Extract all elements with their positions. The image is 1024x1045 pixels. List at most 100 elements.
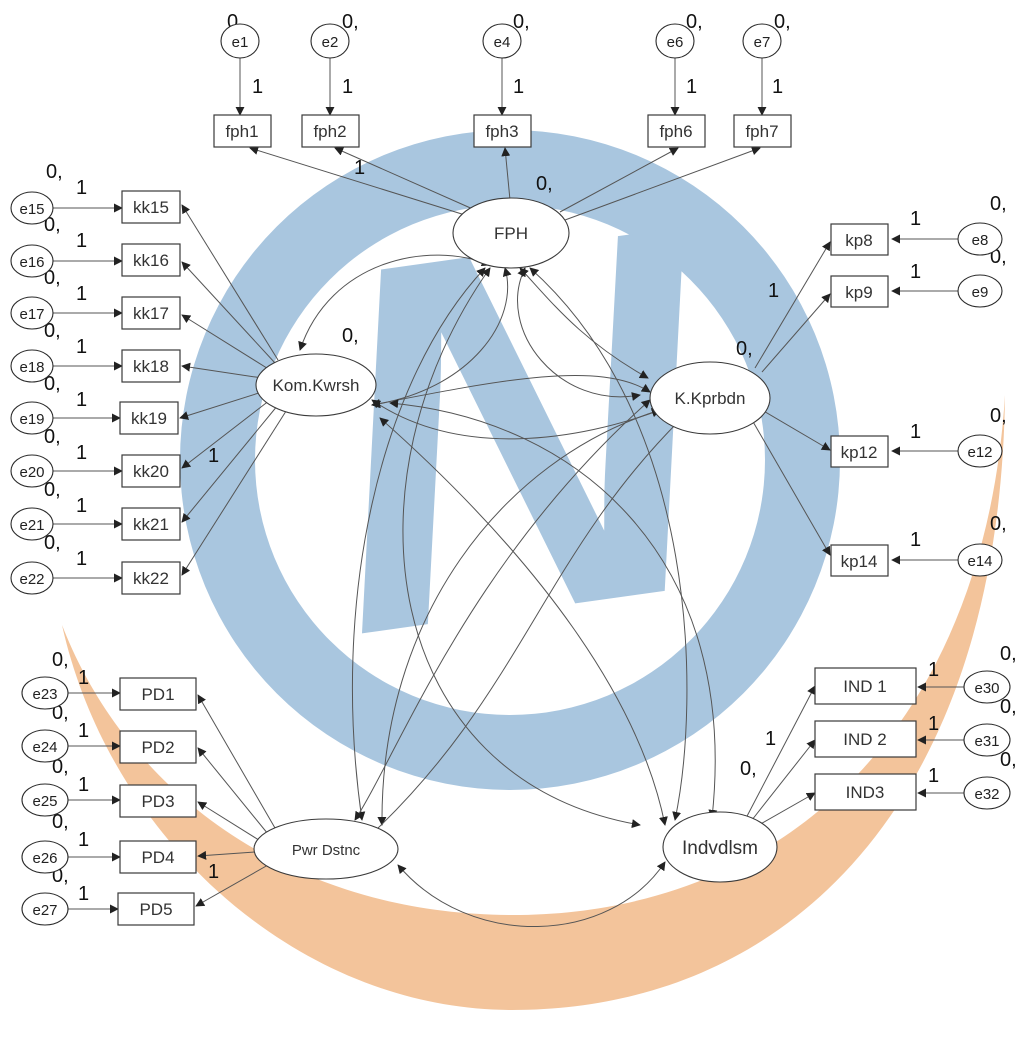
- variable-ellipse: [10, 561, 54, 595]
- diagram-label: IND3: [846, 783, 885, 802]
- diagram-label: kp14: [841, 552, 878, 571]
- observed-kk: kk15 kk16 kk17 kk18 kk19 kk20 kk21 kk22: [119, 190, 181, 595]
- diagram-label: 1: [765, 728, 776, 750]
- diagram-label: 0,: [52, 756, 69, 778]
- observed-box: [119, 840, 197, 874]
- diagram-label: e31: [974, 733, 999, 750]
- diagram-label: 1: [910, 261, 921, 283]
- diagram-label: IND 1: [843, 677, 886, 696]
- diagram-label: e7: [754, 34, 771, 51]
- variable-ellipse: [957, 222, 1003, 256]
- diagram-label: 1: [928, 713, 939, 735]
- path-arrow: [195, 864, 269, 907]
- variable-ellipse: [10, 191, 54, 225]
- variable-ellipse: [255, 353, 377, 417]
- diagram-label: 0,: [513, 11, 530, 33]
- observed-box: [121, 454, 181, 488]
- diagram-label: e26: [32, 850, 57, 867]
- diagram-label: e19: [19, 411, 44, 428]
- diagram-label: 0,: [990, 405, 1007, 427]
- path-arrow: [197, 801, 263, 843]
- latent-kom-label: Kom.Kwrsh: [273, 376, 360, 395]
- variable-ellipse: [10, 349, 54, 383]
- path-arrow: [249, 146, 466, 216]
- diagram-label: 0,: [740, 758, 757, 780]
- observed-box: [733, 114, 792, 148]
- latent-pwr-dstnc: Pwr Dstnc: [253, 818, 399, 880]
- path-arrow: [197, 747, 269, 835]
- variable-ellipse: [649, 361, 771, 435]
- diagram-label: PD3: [141, 792, 174, 811]
- path-arrow: [197, 694, 276, 829]
- observed-ind: IND 1 IND 2 IND3: [814, 667, 917, 811]
- variable-ellipse: [10, 454, 54, 488]
- diagram-label: 0,: [686, 11, 703, 33]
- diagram-label: 0,: [1000, 749, 1017, 771]
- diagram-label: 1: [78, 774, 89, 796]
- variable-ellipse: [662, 811, 778, 883]
- covariance-arrow: [397, 861, 666, 927]
- diagram-label: PD1: [141, 685, 174, 704]
- path-arrow: [334, 147, 476, 211]
- observed-box: [830, 435, 889, 468]
- diagram-label: 1: [78, 883, 89, 905]
- observed-box: [830, 223, 889, 256]
- diagram-label: 1: [342, 76, 353, 98]
- latent-ind-label: Indvdlsm: [682, 838, 758, 859]
- diagram-label: 0,: [342, 325, 359, 347]
- diagram-label: 0,: [52, 811, 69, 833]
- observed-box: [121, 561, 181, 595]
- diagram-label: fph2: [313, 122, 346, 141]
- variable-ellipse: [21, 783, 69, 817]
- connections: [52, 56, 964, 927]
- diagram-label: e16: [19, 254, 44, 271]
- diagram-label: kk22: [133, 569, 169, 588]
- variable-ellipse: [655, 23, 695, 59]
- diagram-label: PD5: [139, 900, 172, 919]
- diagram-label: e14: [967, 553, 992, 570]
- diagram-label: fph7: [745, 122, 778, 141]
- variable-ellipse: [253, 818, 399, 880]
- diagram-label: 1: [76, 389, 87, 411]
- latent-fph: FPH: [452, 197, 570, 269]
- diagram-label: 1: [910, 529, 921, 551]
- observed-box: [117, 892, 195, 926]
- path-arrow: [754, 241, 831, 369]
- latent-fph-label: FPH: [494, 224, 528, 243]
- diagram-label: e9: [972, 284, 989, 301]
- observed-box: [830, 544, 889, 577]
- path-arrow: [181, 314, 271, 371]
- variable-ellipse: [957, 543, 1003, 577]
- diagram-label: 0,: [736, 338, 753, 360]
- diagram-label: 1: [208, 861, 219, 883]
- observed-box: [213, 114, 272, 148]
- variable-ellipse: [957, 434, 1003, 468]
- variable-ellipse: [963, 776, 1011, 810]
- diagram-label: 0,: [1000, 696, 1017, 718]
- diagram-label: 1: [252, 76, 263, 98]
- diagram-label: e20: [19, 464, 44, 481]
- observed-box: [814, 720, 917, 758]
- variable-ellipse: [21, 892, 69, 926]
- diagram-label: fph3: [485, 122, 518, 141]
- variable-ellipse: [220, 23, 260, 59]
- variable-ellipse: [21, 676, 69, 710]
- observed-pd: PD1 PD2 PD3 PD4 PD5: [117, 677, 197, 926]
- variable-ellipse: [482, 23, 522, 59]
- diagram-label: e24: [32, 739, 57, 756]
- path-arrow: [181, 404, 279, 523]
- diagram-label: 1: [76, 548, 87, 570]
- diagram-label: e2: [322, 34, 339, 51]
- path-arrow: [181, 407, 289, 576]
- path-arrow: [197, 850, 256, 860]
- diagram-label: kk20: [133, 462, 169, 481]
- diagram-label: e21: [19, 517, 44, 534]
- diagram-label: 0,: [536, 173, 553, 195]
- diagram-label: 0,: [990, 513, 1007, 535]
- diagram-label: e25: [32, 793, 57, 810]
- error-terms: e1 e2 e4 e6 e7 e15 e16 e17 e18 e19 e20 e…: [10, 23, 1011, 926]
- diagram-label: kp12: [841, 443, 878, 462]
- diagram-label: fph6: [659, 122, 692, 141]
